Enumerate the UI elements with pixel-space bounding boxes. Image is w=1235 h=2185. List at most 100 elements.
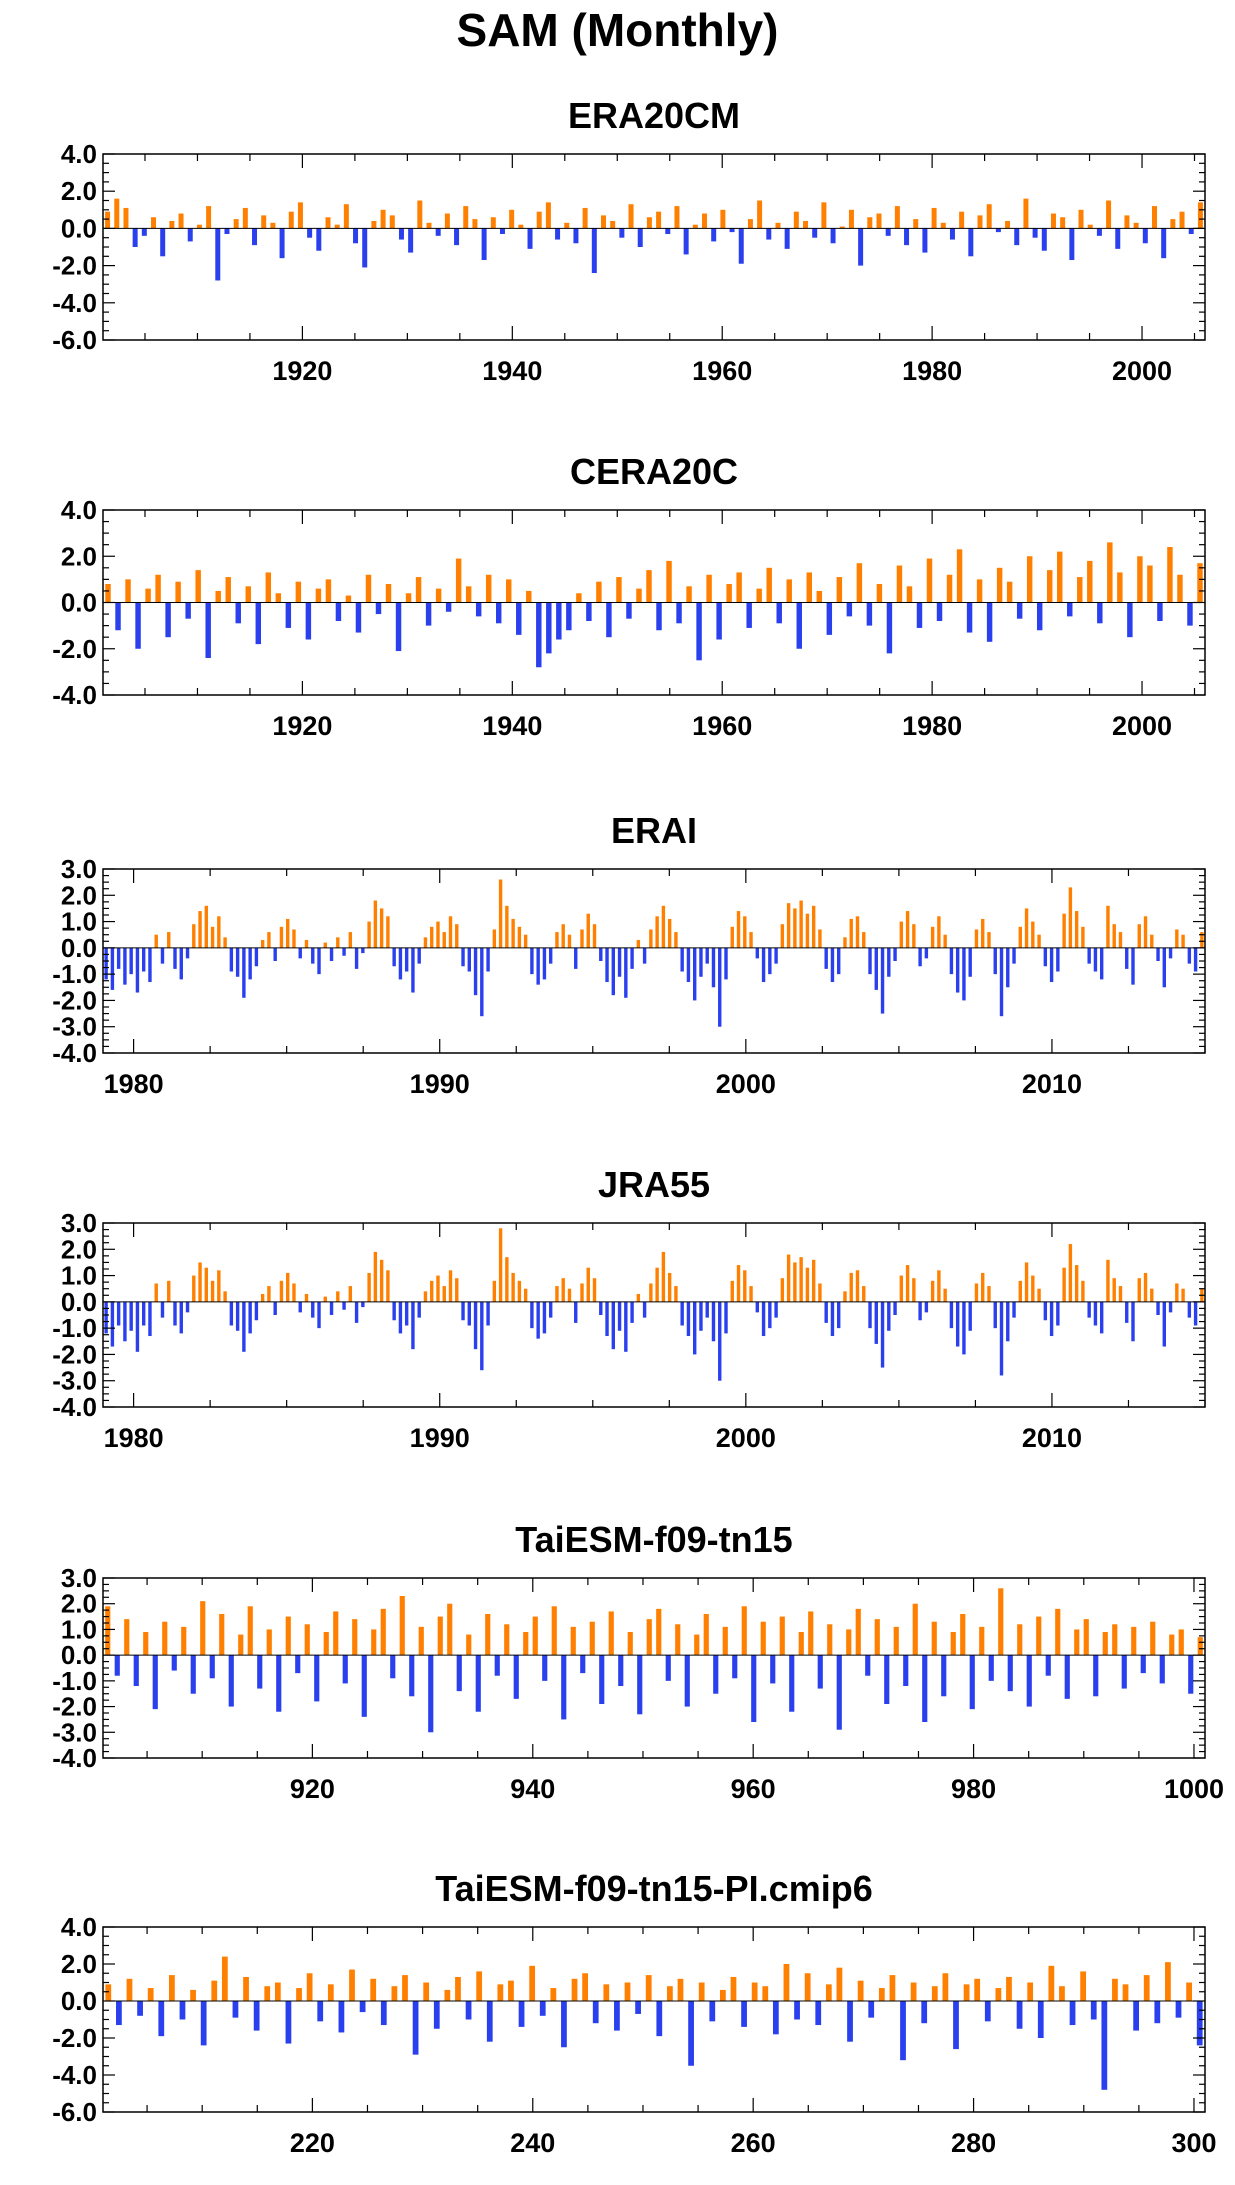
bar-negative xyxy=(684,1655,690,1707)
bar-positive xyxy=(306,1973,313,2001)
bar-positive xyxy=(1143,1975,1150,2001)
bar-positive xyxy=(297,202,303,229)
bar-negative xyxy=(724,1301,728,1334)
bar-positive xyxy=(217,916,221,948)
bar-positive xyxy=(430,926,434,948)
bar-positive xyxy=(564,222,570,229)
bar-negative xyxy=(776,602,782,624)
bar-negative xyxy=(1036,602,1043,631)
bar-positive xyxy=(843,937,847,948)
bar-negative xyxy=(445,602,452,612)
bar-negative xyxy=(480,947,484,1017)
bar-positive xyxy=(379,1259,384,1302)
bar-positive xyxy=(1118,932,1123,948)
bar-positive xyxy=(466,1634,472,1656)
bar-positive xyxy=(1068,1244,1073,1302)
bar-positive xyxy=(105,1984,112,2001)
bar-positive xyxy=(987,1286,991,1302)
y-tick-label: -2.0 xyxy=(52,1692,97,1722)
bar-positive xyxy=(105,211,111,229)
bar-negative xyxy=(254,1301,259,1321)
bar-positive xyxy=(526,590,532,603)
bar-positive xyxy=(509,209,515,229)
bar-positive xyxy=(367,1272,371,1302)
bar-positive xyxy=(215,590,221,603)
bar-negative xyxy=(132,228,138,247)
panel-title: JRA55 xyxy=(598,1164,710,1205)
bar-negative xyxy=(936,602,943,621)
bar-positive xyxy=(1080,1971,1087,2001)
bar-negative xyxy=(342,1655,348,1684)
bar-positive xyxy=(371,220,377,229)
bar-positive xyxy=(987,932,991,948)
bar-positive xyxy=(448,916,453,948)
bar-positive xyxy=(667,1986,673,2001)
bar-negative xyxy=(1056,1301,1060,1326)
x-tick-label: 1960 xyxy=(692,711,752,741)
bar-positive xyxy=(849,918,853,948)
bar-positive xyxy=(931,207,937,229)
bar-negative xyxy=(546,602,552,654)
bar-positive xyxy=(793,908,797,948)
bar-negative xyxy=(885,228,891,236)
bar-positive xyxy=(646,570,652,603)
bar-negative xyxy=(527,228,533,249)
bar-positive xyxy=(370,1978,377,2001)
y-tick-label: -2.0 xyxy=(52,1339,97,1369)
bar-negative xyxy=(361,1301,365,1308)
bar-positive xyxy=(551,1606,557,1656)
bar-negative xyxy=(1006,947,1010,988)
bar-positive xyxy=(798,1632,804,1656)
bar-positive xyxy=(1006,581,1013,603)
bar-negative xyxy=(874,947,878,990)
bar-negative xyxy=(209,1655,215,1679)
bar-positive xyxy=(126,1978,133,2001)
bar-positive xyxy=(816,590,823,603)
bar-negative xyxy=(513,1655,519,1699)
bar-positive xyxy=(876,213,882,229)
bar-negative xyxy=(411,1301,415,1350)
bar-positive xyxy=(675,1624,681,1656)
bar-negative xyxy=(257,1655,263,1689)
bar-positive xyxy=(636,588,642,603)
bar-negative xyxy=(428,1655,434,1733)
bar-positive xyxy=(417,200,423,229)
bar-positive xyxy=(674,1286,678,1302)
bar-positive xyxy=(1200,932,1204,948)
bar-positive xyxy=(267,1286,271,1302)
bar-negative xyxy=(955,1301,960,1347)
bar-positive xyxy=(937,1270,941,1302)
bar-positive xyxy=(145,588,151,603)
bar-negative xyxy=(285,602,292,628)
bar-negative xyxy=(1175,2001,1182,2018)
bar-positive xyxy=(418,1626,424,1656)
bar-negative xyxy=(868,2001,875,2018)
bar-negative xyxy=(561,2001,567,2048)
bar-negative xyxy=(362,228,368,268)
bar-positive xyxy=(505,1257,509,1302)
bar-positive xyxy=(168,1975,175,2001)
bar-negative xyxy=(229,947,234,972)
bar-negative xyxy=(887,947,891,977)
bar-positive xyxy=(198,911,202,948)
bar-negative xyxy=(1090,2001,1097,2020)
bar-negative xyxy=(173,947,177,969)
bar-positive xyxy=(561,1278,565,1302)
bar-positive xyxy=(124,1619,130,1656)
bar-positive xyxy=(448,1270,453,1302)
bar-positive xyxy=(1078,209,1084,229)
bar-negative xyxy=(158,2001,165,2037)
bar-positive xyxy=(463,206,469,229)
bar-negative xyxy=(116,2001,122,2026)
x-tick-label: 1980 xyxy=(902,711,962,741)
bar-positive xyxy=(786,1254,791,1302)
bar-positive xyxy=(749,932,753,948)
bar-negative xyxy=(680,947,684,972)
bar-negative xyxy=(152,1655,158,1710)
bar-positive xyxy=(913,219,919,229)
bar-positive xyxy=(839,226,845,229)
x-tick-label: 2010 xyxy=(1022,1423,1082,1453)
bar-positive xyxy=(855,1270,860,1302)
bar-negative xyxy=(1188,228,1194,234)
bar-positive xyxy=(1112,1278,1116,1302)
